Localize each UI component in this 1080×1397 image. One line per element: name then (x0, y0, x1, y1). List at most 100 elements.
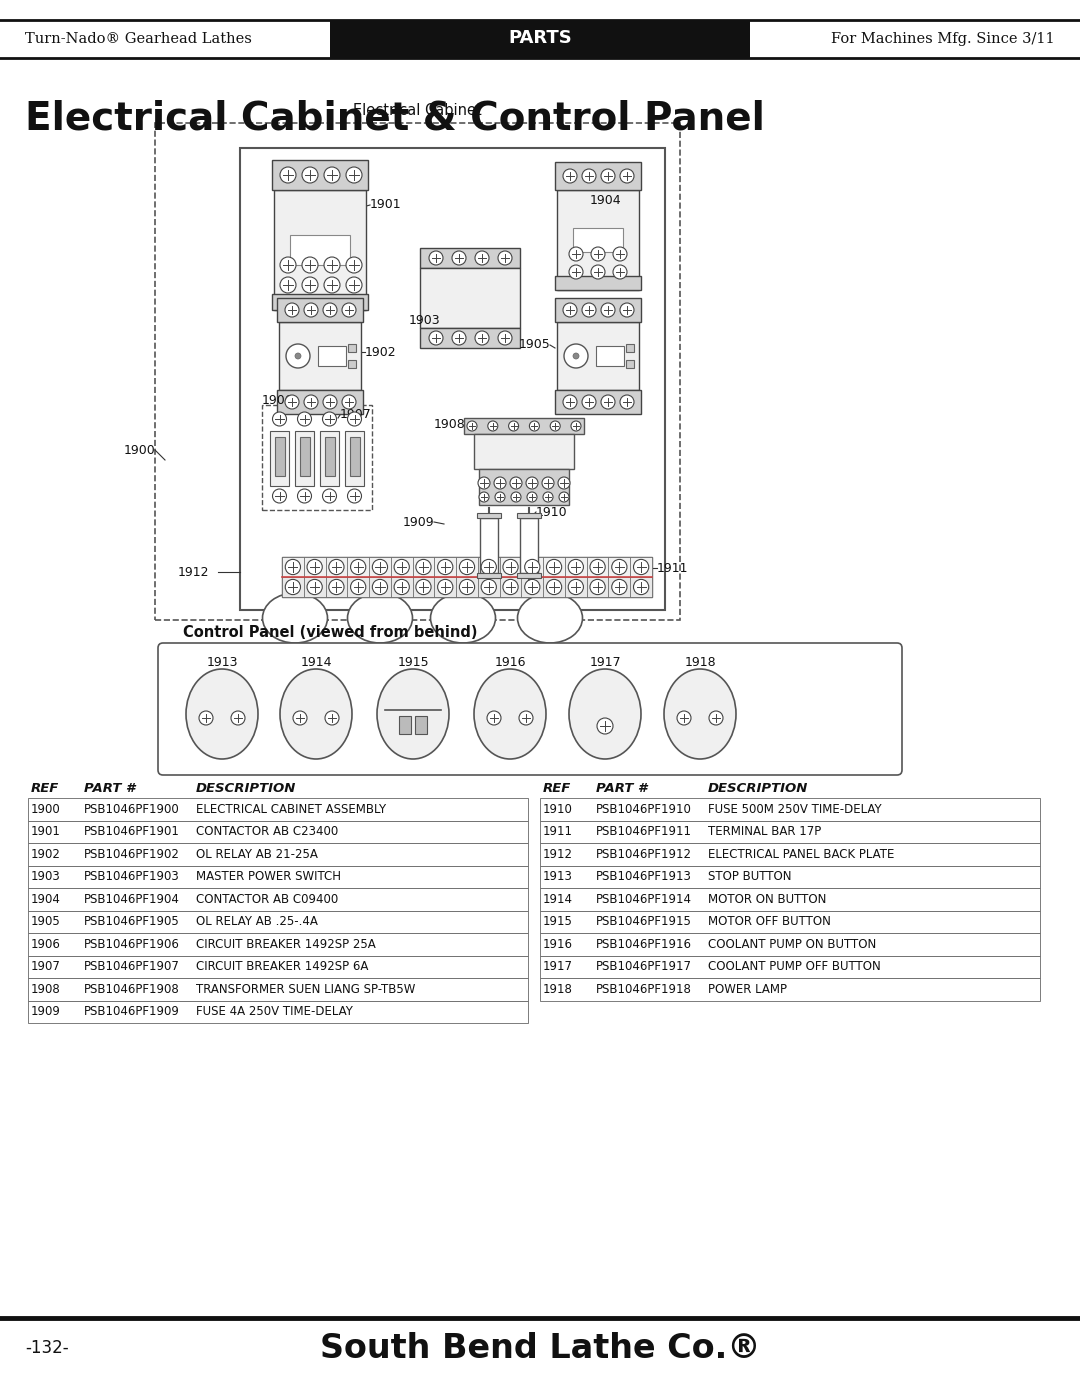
Bar (608, 557, 631, 577)
Bar (325, 557, 348, 577)
Text: MOTOR ON BUTTON: MOTOR ON BUTTON (708, 893, 826, 905)
Text: CONTACTOR AB C09400: CONTACTOR AB C09400 (195, 893, 338, 905)
Text: PSB1046PF1909: PSB1046PF1909 (84, 1006, 180, 1018)
Circle shape (542, 476, 554, 489)
Circle shape (568, 580, 583, 595)
Ellipse shape (377, 669, 449, 759)
Bar (543, 577, 565, 597)
Circle shape (525, 580, 540, 595)
Text: 1910: 1910 (543, 803, 572, 816)
Text: 1907: 1907 (340, 408, 372, 422)
Ellipse shape (280, 669, 352, 759)
Circle shape (351, 580, 366, 595)
Circle shape (488, 420, 498, 432)
Circle shape (620, 303, 634, 317)
Bar (274, 190, 366, 310)
Circle shape (634, 559, 649, 574)
Text: Control Panel (viewed from behind): Control Panel (viewed from behind) (183, 624, 477, 640)
Circle shape (323, 395, 337, 409)
Text: PSB1046PF1913: PSB1046PF1913 (596, 870, 692, 883)
Bar (557, 190, 639, 291)
Text: 1910: 1910 (536, 506, 568, 518)
Circle shape (323, 412, 337, 426)
Circle shape (569, 247, 583, 261)
Bar (540, 820, 1040, 842)
Text: 1906: 1906 (31, 937, 60, 951)
Circle shape (293, 711, 307, 725)
Circle shape (494, 476, 507, 489)
Text: PSB1046PF1904: PSB1046PF1904 (84, 893, 180, 905)
Bar (540, 956, 1040, 978)
Bar (28, 820, 528, 842)
Circle shape (286, 344, 310, 367)
Text: 1904: 1904 (31, 893, 60, 905)
Ellipse shape (664, 669, 735, 759)
Circle shape (342, 395, 356, 409)
Bar (324, 437, 335, 476)
Circle shape (272, 412, 286, 426)
Circle shape (302, 168, 318, 183)
Circle shape (613, 265, 627, 279)
Circle shape (348, 412, 362, 426)
Bar (555, 162, 642, 190)
Bar (565, 557, 586, 577)
Bar (519, 517, 538, 573)
Circle shape (498, 251, 512, 265)
Bar (28, 911, 528, 933)
Circle shape (475, 331, 489, 345)
Bar (540, 798, 1040, 820)
Text: STOP BUTTON: STOP BUTTON (708, 870, 792, 883)
Bar (517, 573, 541, 577)
Circle shape (558, 476, 570, 489)
Text: DESCRIPTION: DESCRIPTION (708, 781, 808, 795)
Circle shape (634, 580, 649, 595)
Circle shape (550, 420, 561, 432)
Circle shape (564, 344, 588, 367)
Text: POWER LAMP: POWER LAMP (708, 982, 787, 996)
Bar (480, 469, 569, 504)
Text: PSB1046PF1900: PSB1046PF1900 (84, 803, 179, 816)
Text: PSB1046PF1906: PSB1046PF1906 (84, 937, 180, 951)
Circle shape (324, 257, 340, 272)
Circle shape (559, 492, 569, 502)
Bar (28, 978, 528, 1000)
Text: For Machines Mfg. Since 3/11: For Machines Mfg. Since 3/11 (832, 32, 1055, 46)
Circle shape (373, 559, 388, 574)
Text: 1901: 1901 (31, 826, 60, 838)
Circle shape (285, 559, 300, 574)
Text: 1907: 1907 (31, 960, 60, 974)
Bar (477, 577, 500, 597)
Ellipse shape (474, 669, 546, 759)
Circle shape (297, 412, 311, 426)
Circle shape (346, 168, 362, 183)
Circle shape (280, 277, 296, 293)
Bar (543, 557, 565, 577)
Circle shape (620, 169, 634, 183)
Bar (477, 513, 501, 517)
Bar (631, 557, 652, 577)
Text: 1909: 1909 (31, 1006, 60, 1018)
Bar (282, 557, 652, 597)
Text: PART #: PART # (84, 781, 135, 795)
Bar (348, 360, 356, 367)
Circle shape (285, 303, 299, 317)
Circle shape (546, 580, 562, 595)
Text: CIRCUIT BREAKER 1492SP 6A: CIRCUIT BREAKER 1492SP 6A (195, 960, 368, 974)
Circle shape (600, 303, 615, 317)
Bar (272, 161, 368, 190)
Circle shape (453, 331, 465, 345)
Ellipse shape (262, 592, 327, 643)
Text: 1911: 1911 (543, 826, 573, 838)
Bar (262, 405, 372, 510)
Circle shape (394, 559, 409, 574)
Text: PSB1046PF1910: PSB1046PF1910 (596, 803, 692, 816)
Circle shape (600, 169, 615, 183)
Text: PSB1046PF1902: PSB1046PF1902 (84, 848, 180, 861)
Circle shape (503, 559, 518, 574)
Circle shape (590, 580, 605, 595)
Bar (369, 577, 391, 597)
Bar (28, 933, 528, 956)
Circle shape (563, 395, 577, 409)
Circle shape (526, 476, 538, 489)
Text: 1903: 1903 (31, 870, 60, 883)
